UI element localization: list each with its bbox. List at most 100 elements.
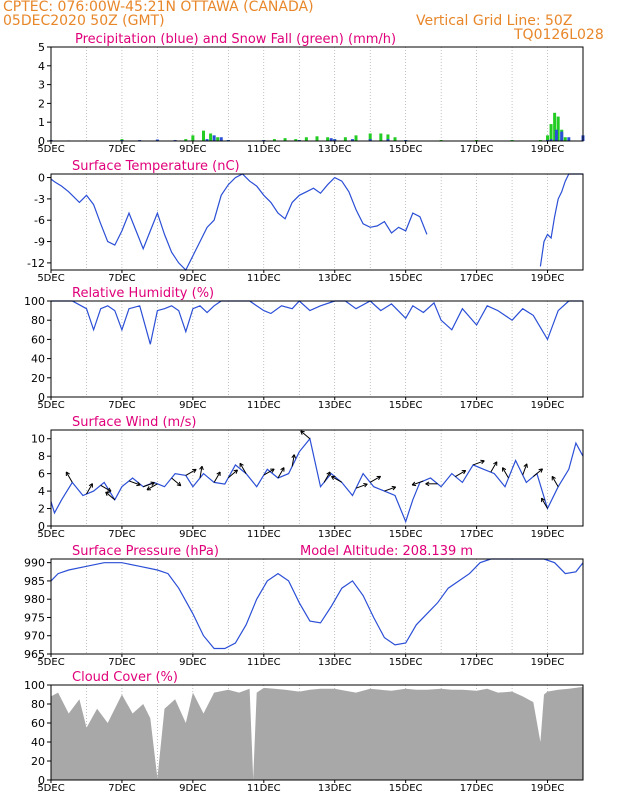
x-tick-label: 13DEC <box>318 273 352 284</box>
y-tick-label: 40 <box>31 353 45 366</box>
wind-arrow <box>263 468 275 476</box>
x-tick-label: 9DEC <box>179 144 206 155</box>
x-tick-label: 19DEC <box>531 657 565 668</box>
x-tick-label: 5DEC <box>37 657 64 668</box>
x-tick-label: 19DEC <box>531 783 565 794</box>
wind-arrow-head <box>201 466 204 471</box>
panel-subtitle: Model Altitude: 208.139 m <box>300 544 473 559</box>
x-tick-label: 7DEC <box>108 273 135 284</box>
wind-arrow-head <box>391 485 396 488</box>
wind-arrow <box>369 475 381 483</box>
bar-precipitation <box>212 135 216 141</box>
y-tick-label: 100 <box>24 679 45 692</box>
wind-arrow <box>86 483 93 495</box>
x-tick-label: 5DEC <box>37 273 64 284</box>
wind-arrow-head <box>150 481 155 484</box>
x-tick-label: 11DEC <box>247 144 281 155</box>
wind-arrow-head <box>271 468 275 473</box>
y-tick-label: -3 <box>34 193 45 206</box>
cloud-cover-area <box>51 686 583 780</box>
x-tick-label: 15DEC <box>389 144 423 155</box>
panel-4: 0 2 4 6 8 10 5DEC 7DEC 9DEC 11DEC 13DEC 15DEC 17DEC 1… <box>31 415 584 540</box>
wind-arrow <box>277 467 285 479</box>
wind-arrow <box>455 470 466 477</box>
bar-snowfall <box>209 133 213 141</box>
plot-frame <box>50 429 584 527</box>
y-tick-label: 0 <box>38 135 45 148</box>
bar-precipitation <box>205 139 209 141</box>
x-tick-label: 19DEC <box>531 144 565 155</box>
wind-arrow-head <box>425 481 430 485</box>
x-tick-label: 17DEC <box>460 144 494 155</box>
y-tick-label: 10 <box>31 433 45 446</box>
bar-snowfall <box>393 137 397 141</box>
series-line <box>50 558 584 650</box>
wind-arrow-head <box>541 497 546 501</box>
wind-arrow-head <box>108 487 112 492</box>
bar-precipitation <box>368 139 372 141</box>
y-tick-label: 80 <box>31 698 45 711</box>
wind-arrow-head <box>364 483 368 488</box>
bar-snowfall <box>386 134 390 141</box>
x-tick-label: 13DEC <box>318 144 352 155</box>
wind-arrow-head <box>523 463 528 467</box>
y-tick-label: 970 <box>24 630 45 643</box>
x-tick-label: 17DEC <box>460 400 494 411</box>
y-tick-label: 985 <box>24 575 45 588</box>
wind-arrow <box>490 461 498 473</box>
x-tick-label: 15DEC <box>389 783 423 794</box>
y-tick-label: 3 <box>38 79 45 92</box>
y-tick-label: 0 <box>38 391 45 404</box>
wind-arrow-head <box>463 470 467 475</box>
wind-arrow-head <box>481 460 485 465</box>
wind-arrow-head <box>137 481 141 486</box>
x-tick-label: 5DEC <box>37 144 64 155</box>
wind-arrow <box>541 497 548 509</box>
bar-precipitation <box>386 139 390 141</box>
bar-snowfall <box>326 137 330 141</box>
wind-arrow <box>105 491 116 501</box>
y-tick-label: 20 <box>31 755 45 768</box>
y-tick-label: 2 <box>38 503 45 516</box>
y-tick-label: 60 <box>31 717 45 730</box>
y-tick-label: -9 <box>34 236 45 249</box>
y-tick-label: 80 <box>31 314 45 327</box>
x-tick-label: 7DEC <box>108 144 135 155</box>
y-tick-label: 965 <box>24 648 45 661</box>
x-tick-label: 19DEC <box>531 273 565 284</box>
wind-arrow <box>411 480 424 486</box>
wind-arrow <box>100 484 112 492</box>
x-tick-label: 13DEC <box>318 783 352 794</box>
bar-snowfall <box>315 136 319 141</box>
y-tick-label: 980 <box>24 593 45 606</box>
bar-snowfall <box>294 139 298 141</box>
wind-arrow-head <box>146 486 150 491</box>
y-tick-label: 2 <box>38 97 45 110</box>
wind-arrow-head <box>493 461 498 465</box>
wind-arrow-head <box>293 454 297 459</box>
wind-arrow-head <box>412 484 417 487</box>
bar-snowfall <box>563 137 567 141</box>
wind-arrow-head <box>502 467 507 471</box>
x-tick-label: 17DEC <box>460 783 494 794</box>
wind-arrow-head <box>326 471 331 475</box>
wind-arrow <box>228 469 238 479</box>
panel-title: Surface Pressure (hPa) <box>72 544 219 559</box>
plot-frame <box>50 558 584 655</box>
wind-arrow <box>185 468 197 476</box>
y-tick-label: -6 <box>34 214 45 227</box>
y-tick-label: 1 <box>38 116 45 129</box>
y-tick-label: 990 <box>24 557 45 570</box>
wind-arrow <box>291 454 295 467</box>
panel-title: Cloud Cover (%) <box>72 670 178 685</box>
bar-precipitation <box>567 137 571 141</box>
wind-arrow-head <box>540 468 544 473</box>
bar-precipitation <box>549 139 553 141</box>
plot-frame <box>50 300 584 398</box>
y-tick-label: 8 <box>38 450 45 463</box>
x-tick-label: 11DEC <box>247 529 281 540</box>
bar-snowfall <box>202 130 206 141</box>
x-tick-label: 17DEC <box>460 273 494 284</box>
bar-precipitation <box>155 139 159 141</box>
x-tick-label: 13DEC <box>318 529 352 540</box>
